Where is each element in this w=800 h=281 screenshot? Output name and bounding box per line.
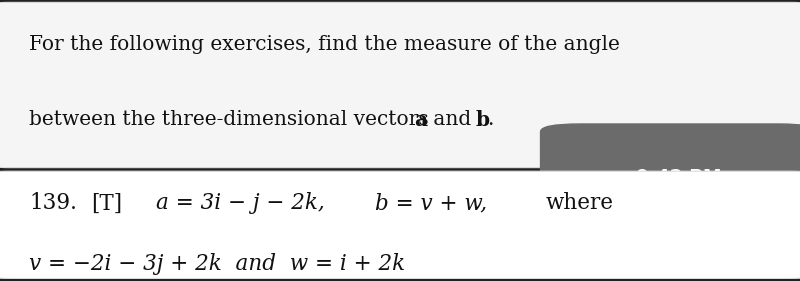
- FancyBboxPatch shape: [0, 171, 800, 278]
- Text: .: .: [487, 110, 494, 129]
- Text: a = 3i − j − 2k,: a = 3i − j − 2k,: [156, 192, 325, 214]
- Text: 139.: 139.: [29, 192, 77, 214]
- Text: [T]: [T]: [91, 192, 122, 214]
- Text: between the three-dimensional vectors: between the three-dimensional vectors: [29, 110, 435, 129]
- FancyBboxPatch shape: [541, 124, 800, 230]
- FancyBboxPatch shape: [0, 2, 800, 168]
- Text: b: b: [476, 110, 490, 130]
- Text: a: a: [414, 110, 427, 130]
- Text: b = v + w,: b = v + w,: [375, 192, 487, 214]
- Text: 9:42 PM: 9:42 PM: [636, 167, 722, 187]
- Text: and: and: [427, 110, 478, 129]
- Text: where: where: [546, 192, 614, 214]
- Text: For the following exercises, find the measure of the angle: For the following exercises, find the me…: [29, 35, 620, 54]
- Text: v = −2i − 3j + 2k  and  w = i + 2k: v = −2i − 3j + 2k and w = i + 2k: [29, 253, 406, 275]
